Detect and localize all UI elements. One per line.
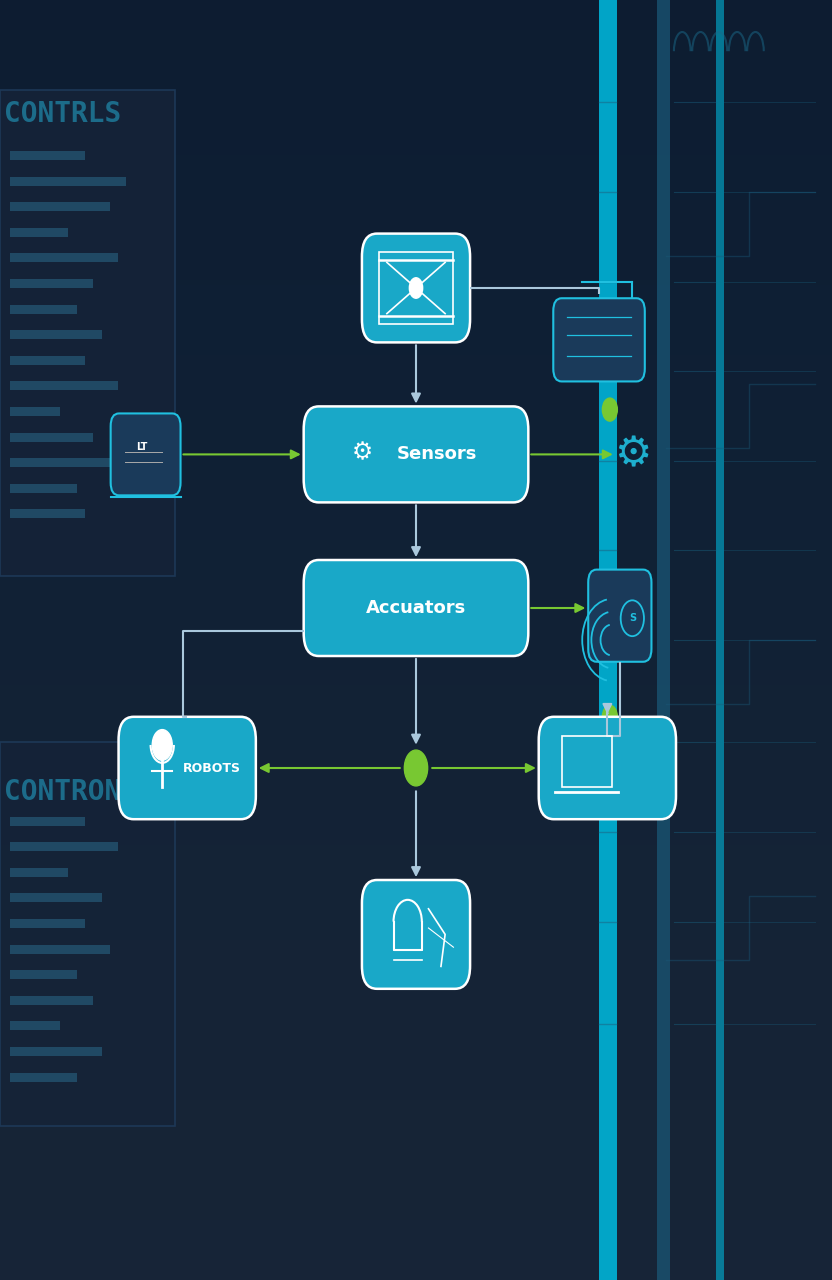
Bar — [10, 1047, 102, 1056]
Bar — [10, 305, 77, 314]
Bar — [10, 484, 77, 493]
Circle shape — [404, 750, 428, 786]
Text: ROBOTS: ROBOTS — [183, 762, 241, 774]
Bar — [10, 842, 118, 851]
FancyBboxPatch shape — [111, 413, 181, 495]
Bar — [10, 228, 68, 237]
Bar — [10, 1021, 60, 1030]
Bar — [379, 252, 453, 324]
Circle shape — [602, 398, 617, 421]
Bar — [657, 0, 670, 1280]
Bar — [10, 202, 110, 211]
FancyBboxPatch shape — [0, 742, 175, 1126]
FancyBboxPatch shape — [304, 407, 528, 503]
FancyBboxPatch shape — [588, 570, 651, 662]
Bar — [10, 433, 93, 442]
Bar — [599, 0, 617, 1280]
Circle shape — [152, 730, 172, 760]
Text: Sensors: Sensors — [397, 445, 477, 463]
Bar — [562, 736, 612, 787]
FancyBboxPatch shape — [362, 881, 470, 989]
Bar — [10, 253, 118, 262]
Bar — [10, 893, 102, 902]
FancyBboxPatch shape — [119, 717, 256, 819]
Bar — [10, 945, 110, 954]
FancyBboxPatch shape — [0, 90, 175, 576]
Bar — [10, 458, 110, 467]
Text: ⚙: ⚙ — [351, 440, 373, 463]
Bar — [10, 381, 118, 390]
FancyBboxPatch shape — [362, 234, 470, 343]
Text: S: S — [629, 613, 636, 623]
FancyBboxPatch shape — [539, 717, 676, 819]
Text: ⚙: ⚙ — [614, 434, 651, 475]
Bar — [10, 177, 126, 186]
Text: Accuators: Accuators — [366, 599, 466, 617]
Circle shape — [409, 278, 423, 298]
Bar — [10, 868, 68, 877]
Bar — [10, 407, 60, 416]
Bar — [716, 0, 724, 1280]
Bar — [10, 330, 102, 339]
FancyBboxPatch shape — [304, 561, 528, 655]
Text: CONTRLS: CONTRLS — [4, 100, 121, 128]
Bar — [10, 356, 85, 365]
Bar — [10, 817, 85, 826]
FancyBboxPatch shape — [553, 298, 645, 381]
Bar — [10, 996, 93, 1005]
Bar — [10, 151, 85, 160]
Bar — [10, 919, 85, 928]
Circle shape — [602, 705, 617, 728]
Bar — [10, 509, 85, 518]
Text: LT: LT — [136, 442, 147, 452]
Bar — [10, 970, 77, 979]
Bar — [10, 1073, 77, 1082]
Bar — [10, 279, 93, 288]
Text: CONTRON: CONTRON — [4, 778, 121, 806]
